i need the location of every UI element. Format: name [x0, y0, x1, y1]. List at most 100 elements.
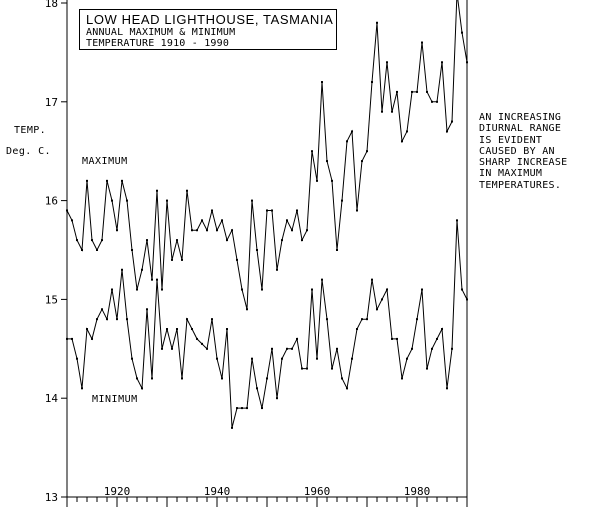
data-point-minimum	[231, 426, 233, 429]
data-point-maximum	[151, 278, 153, 281]
data-point-maximum	[236, 258, 238, 261]
data-point-minimum	[411, 347, 413, 350]
data-point-minimum	[451, 347, 453, 350]
data-point-maximum	[441, 61, 443, 64]
data-point-minimum	[246, 407, 248, 410]
data-point-minimum	[291, 347, 293, 350]
data-point-minimum	[71, 337, 73, 340]
data-point-minimum	[346, 387, 348, 390]
data-point-maximum	[106, 179, 108, 182]
data-point-minimum	[381, 298, 383, 301]
data-point-minimum	[401, 377, 403, 380]
data-point-minimum	[146, 308, 148, 311]
data-point-minimum	[191, 328, 193, 331]
data-point-minimum	[111, 288, 113, 291]
data-point-maximum	[421, 41, 423, 44]
data-point-minimum	[121, 268, 123, 271]
data-point-maximum	[301, 239, 303, 242]
data-point-minimum	[131, 357, 133, 360]
data-point-minimum	[446, 387, 448, 390]
data-point-maximum	[451, 120, 453, 123]
data-point-maximum	[416, 90, 418, 93]
data-point-maximum	[241, 288, 243, 291]
series-label-minimum: MINIMUM	[92, 394, 138, 405]
data-point-maximum	[176, 239, 178, 242]
data-point-maximum	[346, 140, 348, 143]
data-point-minimum	[306, 367, 308, 370]
data-point-minimum	[101, 308, 103, 311]
data-point-maximum	[171, 258, 173, 261]
data-point-minimum	[166, 328, 168, 331]
data-point-maximum	[466, 61, 468, 64]
data-point-maximum	[256, 249, 258, 251]
data-point-minimum	[186, 318, 188, 321]
series-label-maximum: MAXIMUM	[82, 156, 128, 167]
data-point-maximum	[196, 229, 198, 232]
data-point-minimum	[301, 367, 303, 370]
data-point-minimum	[396, 337, 398, 340]
y-tick-label: 18	[45, 0, 58, 10]
data-point-maximum	[371, 81, 373, 84]
data-point-maximum	[96, 249, 98, 251]
data-point-maximum	[361, 160, 363, 163]
data-point-minimum	[416, 318, 418, 321]
data-point-maximum	[131, 249, 133, 251]
data-point-minimum	[236, 407, 238, 410]
data-point-minimum	[266, 377, 268, 380]
data-point-minimum	[116, 318, 118, 321]
data-point-maximum	[306, 229, 308, 232]
data-point-maximum	[111, 199, 113, 202]
data-point-minimum	[126, 318, 128, 321]
data-point-maximum	[436, 100, 438, 103]
data-point-maximum	[101, 239, 103, 242]
data-point-maximum	[146, 239, 148, 242]
data-point-maximum	[401, 140, 403, 143]
data-point-maximum	[381, 110, 383, 113]
data-point-maximum	[396, 90, 398, 93]
data-point-maximum	[81, 249, 83, 251]
data-point-minimum	[321, 278, 323, 281]
data-point-maximum	[141, 268, 143, 271]
data-point-maximum	[121, 179, 123, 182]
data-point-maximum	[276, 268, 278, 271]
data-point-minimum	[466, 298, 468, 301]
data-point-maximum	[311, 150, 313, 153]
y-axis-label-1: TEMP.	[14, 125, 47, 136]
data-point-maximum	[461, 31, 463, 34]
y-tick-label: 13	[45, 491, 58, 504]
data-point-minimum	[161, 347, 163, 350]
data-point-maximum	[386, 61, 388, 64]
data-point-minimum	[391, 337, 393, 340]
data-point-maximum	[126, 199, 128, 202]
data-point-maximum	[366, 150, 368, 153]
data-point-minimum	[286, 347, 288, 350]
data-point-minimum	[216, 357, 218, 360]
data-point-maximum	[136, 288, 138, 291]
data-point-maximum	[231, 229, 233, 232]
data-point-minimum	[336, 347, 338, 350]
data-point-minimum	[421, 288, 423, 291]
data-point-maximum	[226, 239, 228, 242]
data-point-minimum	[141, 387, 143, 390]
data-point-minimum	[86, 328, 88, 331]
data-point-minimum	[106, 318, 108, 321]
data-point-minimum	[226, 328, 228, 331]
data-point-maximum	[211, 209, 213, 212]
data-point-maximum	[261, 288, 263, 291]
data-point-maximum	[376, 21, 378, 24]
data-point-maximum	[91, 239, 93, 242]
data-point-minimum	[271, 347, 273, 350]
data-point-minimum	[366, 318, 368, 321]
data-point-minimum	[251, 357, 253, 360]
data-point-minimum	[281, 357, 283, 360]
data-point-minimum	[136, 377, 138, 380]
data-point-minimum	[91, 337, 93, 340]
title-box: LOW HEAD LIGHTHOUSE, TASMANIA ANNUAL MAX…	[79, 9, 337, 50]
data-point-maximum	[291, 229, 293, 232]
data-point-maximum	[71, 219, 73, 222]
y-tick-label: 14	[45, 392, 59, 405]
data-point-maximum	[166, 199, 168, 202]
data-point-minimum	[211, 318, 213, 321]
data-point-maximum	[201, 219, 203, 222]
